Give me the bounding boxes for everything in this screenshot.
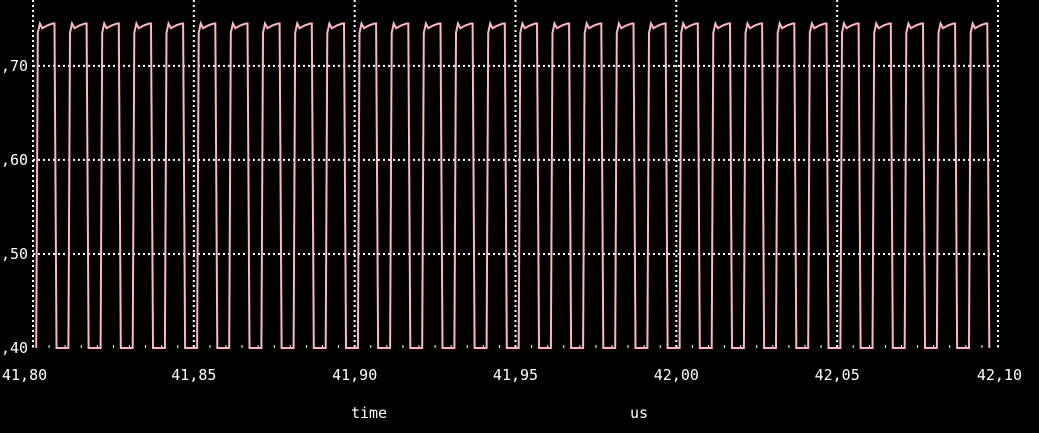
y-tick-label: ,40 <box>1 339 28 357</box>
trace-layer <box>35 20 991 349</box>
x-tick-label: 42,05 <box>815 366 860 384</box>
grid-lines <box>32 0 999 348</box>
x-tick-label: 41,85 <box>171 366 216 384</box>
x-tick-label: 42,00 <box>654 366 699 384</box>
x-tick-label: 41,80 <box>2 366 47 384</box>
x-axis-label: time <box>351 404 387 422</box>
x-tick-label: 41,95 <box>493 366 538 384</box>
y-tick-label: ,50 <box>1 245 28 263</box>
x-tick-label: 42,10 <box>977 366 1022 384</box>
y-tick-label: ,60 <box>1 151 28 169</box>
tick-labels: 41,80 41,85 41,90 41,95 42,00 42,05 42,10 ,40 ,5… <box>1 57 1022 384</box>
y-tick-label: ,70 <box>1 57 28 75</box>
voltage-trace <box>35 20 991 349</box>
x-tick-label: 41,90 <box>332 366 377 384</box>
x-axis-unit: us <box>630 404 648 422</box>
